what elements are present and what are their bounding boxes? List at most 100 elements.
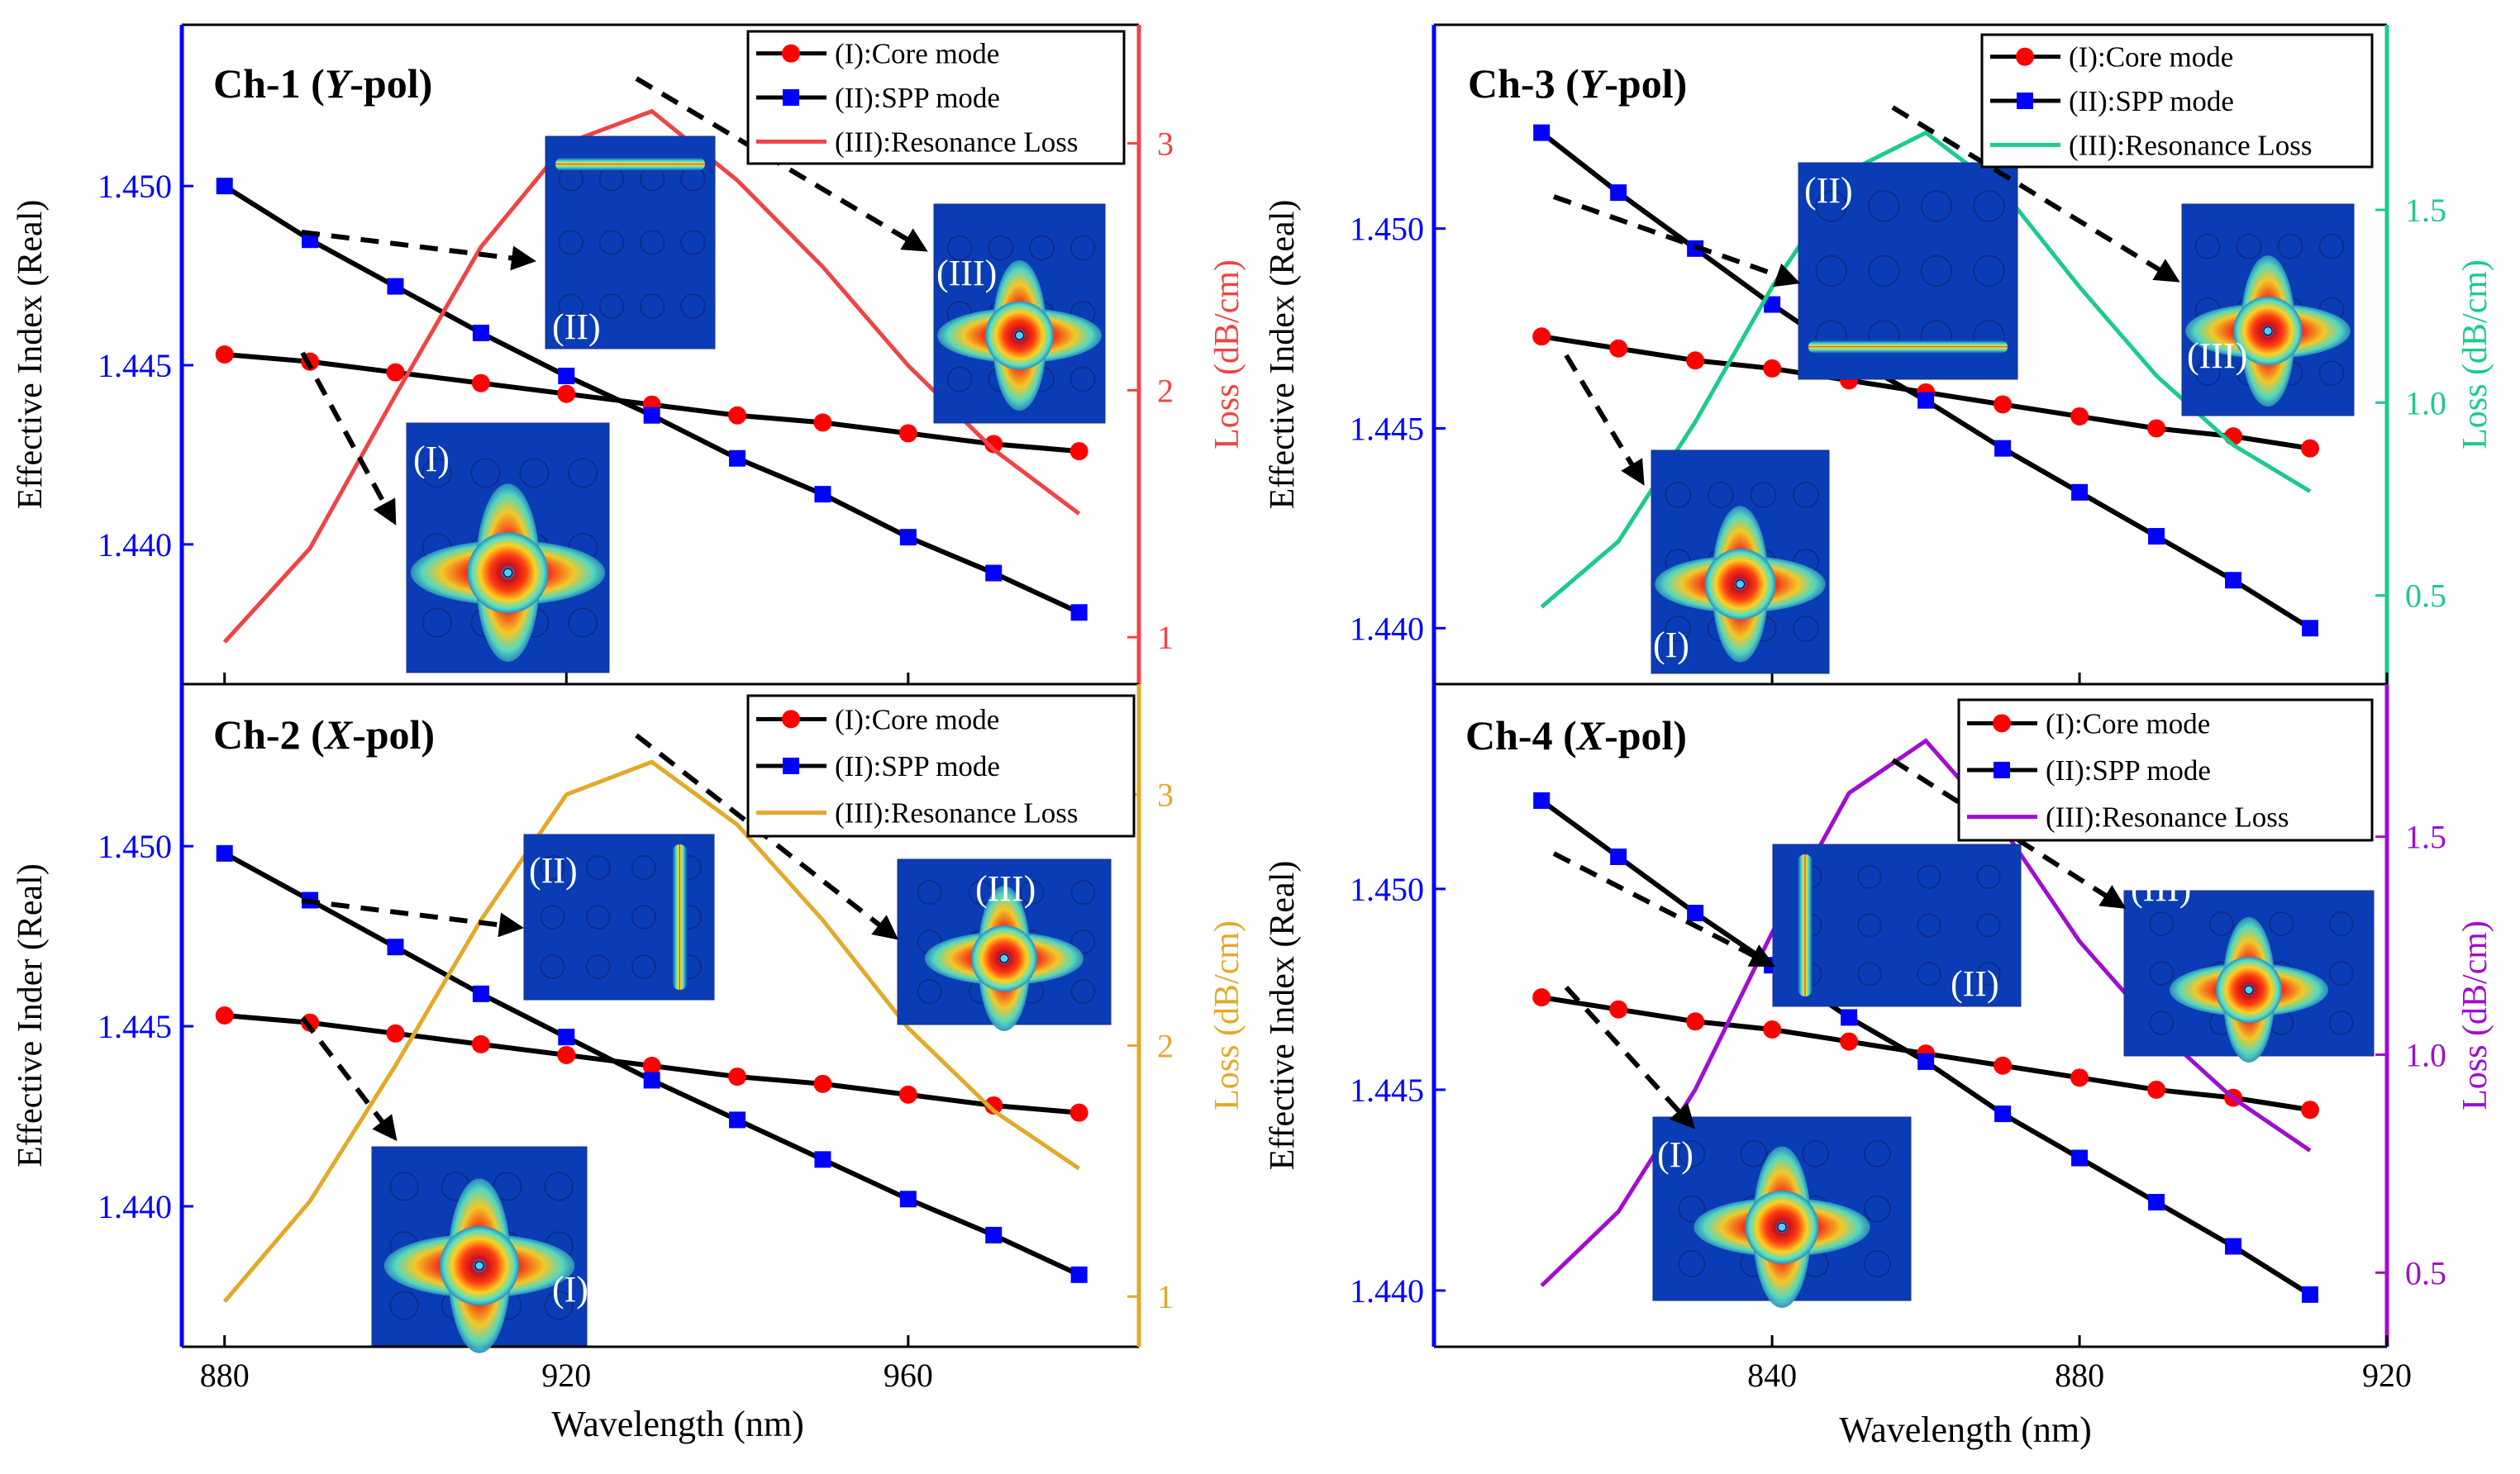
legend-spp-marker [2017, 93, 2033, 109]
inset-air-hole [598, 230, 625, 255]
inset-air-hole [2236, 233, 2262, 259]
ch4-legend: (I):Core mode (II):SPP mode (III):Resonanc… [1957, 698, 2374, 842]
ch1-dashed-arrow-2 [301, 230, 536, 271]
inset-air-hole [598, 293, 625, 319]
ch1-spp-point [558, 368, 575, 385]
legend-label: (III):Resonance Loss [2069, 129, 2312, 161]
ch3-y-axis-title: Effective Index (Real) [1264, 200, 1302, 510]
inset-air-hole [680, 293, 706, 319]
inset-air-hole [1976, 864, 2001, 889]
ch1-core-point [386, 363, 405, 382]
ch1-core-point [813, 413, 832, 432]
ch3-spp-point [1610, 184, 1627, 202]
ch4-spp-point [2148, 1194, 2165, 1211]
ch2-x-tick-label: 880 [200, 1357, 250, 1394]
ch4-spp-point [2302, 1286, 2319, 1303]
inset-air-hole [422, 458, 452, 488]
ch1-spp-point [643, 407, 660, 424]
ch4-inset-2: (II) [1772, 844, 2022, 1007]
ch3-y2-axis-title: Loss (dB/cm) [2456, 259, 2494, 449]
inset-label: (III) [2131, 868, 2191, 909]
ch2-x-tick-label: 960 [884, 1357, 933, 1394]
inset-air-hole [1920, 254, 1953, 288]
inset-air-hole [1973, 254, 2005, 288]
inset-air-hole [1665, 481, 1692, 509]
inset-air-hole [2328, 1010, 2354, 1035]
ch3-y-tick-label: 1.445 [1350, 410, 1424, 447]
inset-air-hole [2328, 911, 2354, 936]
ch4-y-tick-label: 1.440 [1350, 1272, 1424, 1310]
ch4-x-tick-label: 840 [1747, 1357, 1797, 1394]
ch4-core-point [2147, 1080, 2166, 1099]
ch1-inset-2: (II) [545, 136, 716, 349]
inset-air-hole [585, 855, 611, 880]
inset-air-hole [1920, 190, 1953, 222]
ch4-y2-tick-label: 1.5 [2405, 819, 2446, 856]
legend-label: (I):Core mode [2046, 707, 2210, 739]
ch2-y2-tick-label: 2 [1157, 1027, 1174, 1064]
ch1-y-tick-label: 1.440 [98, 526, 172, 563]
ch4-core-point [1609, 1000, 1628, 1019]
inset-air-hole [917, 979, 942, 1004]
ch3-y-tick-label: 1.440 [1350, 610, 1424, 647]
inset-air-hole [1815, 190, 1848, 222]
ch4-spp-point [1533, 792, 1551, 809]
inset-air-hole [2269, 911, 2294, 936]
ch2-core-point [642, 1057, 661, 1076]
inset-air-hole [1678, 1139, 1706, 1167]
ch2-core-point [984, 1096, 1003, 1115]
ch1-y2-axis-title: Loss (dB/cm) [1208, 259, 1246, 449]
inset-air-hole [2208, 911, 2234, 936]
inset-air-hole [680, 230, 706, 255]
ch4-inset-1: (I) [1652, 1116, 1912, 1308]
ch1-core-point [728, 406, 747, 425]
inset-air-hole [1070, 880, 1096, 905]
ch4-y-axis-title: Effective Index (Real) [1264, 861, 1302, 1171]
ch1-spp-point [814, 486, 831, 503]
x-axis-label-right: Wavelength (nm) [1839, 1410, 2092, 1450]
ch2-spp-point [899, 1191, 917, 1208]
legend-label: (III):Resonance Loss [835, 797, 1078, 830]
ch2-y2-axis-title: Loss (dB/cm) [1208, 920, 1246, 1110]
ch3-title: Ch-3 (Y-pol) [1468, 60, 1687, 107]
inset-air-hole [917, 880, 942, 905]
ch3-spp-point [1764, 296, 1781, 313]
inset-air-hole [2277, 233, 2303, 259]
ch2-core-point [1069, 1103, 1089, 1122]
ch3-y2-tick-label: 1.0 [2405, 384, 2446, 421]
ch3-inset-2: (II) [1798, 162, 2018, 380]
ch1-spp-point [1070, 604, 1088, 621]
ch1-core-point [1069, 442, 1089, 461]
legend-core-marker [782, 710, 800, 729]
legend-label: (II):SPP mode [2046, 754, 2211, 787]
ch2-core-point [215, 1006, 234, 1025]
ch2-y-tick-label: 1.445 [98, 1008, 172, 1045]
ch2-spp-point [472, 985, 489, 1002]
inset-air-hole [1868, 190, 1900, 222]
inset-air-hole [558, 293, 584, 319]
inset-label: (II) [529, 850, 578, 891]
ch2-dashed-arrow-1 [300, 1016, 398, 1142]
inset-air-hole [1857, 864, 1882, 889]
inset-spp-field [672, 844, 688, 990]
ch4-y2-tick-label: 1.0 [2405, 1036, 2446, 1073]
ch1-inset-3: (III) [933, 203, 1106, 424]
ch4-x-tick-label: 920 [2362, 1357, 2412, 1394]
inset-air-hole [1802, 1139, 1830, 1167]
ch4-core-point [2301, 1101, 2320, 1120]
inset-air-hole [540, 855, 565, 880]
inset-air-hole [631, 954, 656, 979]
inset-air-hole [1678, 1195, 1706, 1223]
inset-air-hole [1917, 913, 1941, 938]
ch2-core-point [728, 1067, 747, 1086]
ch2-y2-tick-label: 3 [1157, 777, 1174, 814]
ch1-y-axis-title: Effective Index (Real) [12, 200, 50, 510]
ch4-y2-tick-label: 0.5 [2405, 1254, 2446, 1291]
inset-air-hole [519, 458, 550, 488]
ch1-core-point [215, 345, 234, 364]
ch1-y2-tick-label: 2 [1157, 372, 1174, 409]
inset-air-hole [1863, 1195, 1891, 1223]
inset-label: (III) [2187, 335, 2247, 376]
ch2-spp-point [558, 1029, 575, 1046]
inset-spp-field [555, 157, 705, 171]
